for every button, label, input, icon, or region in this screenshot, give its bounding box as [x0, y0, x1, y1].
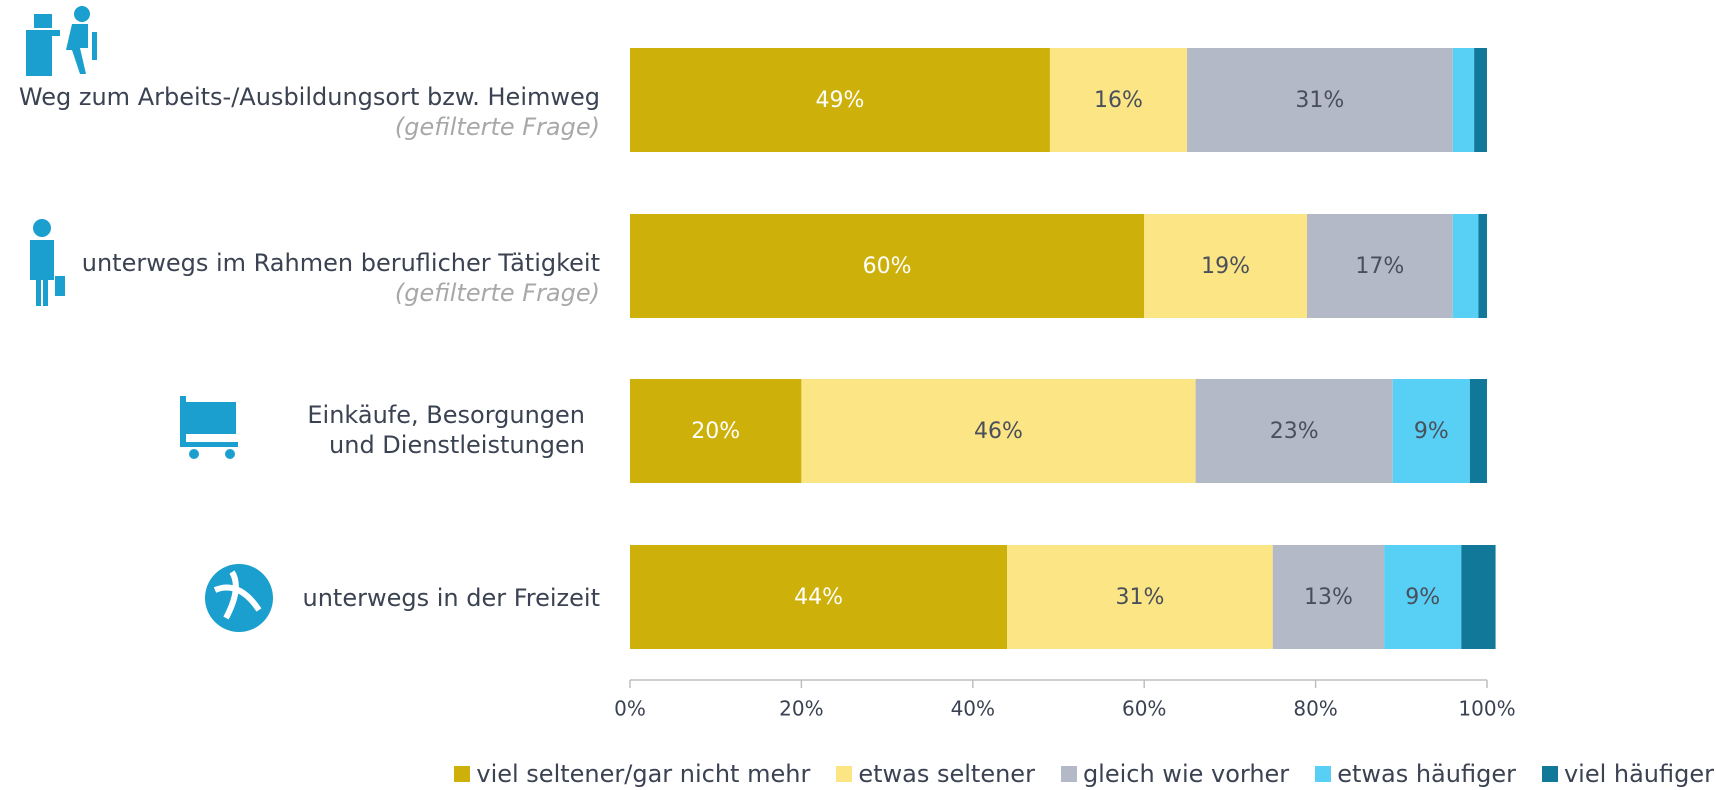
- category-label: Einkäufe, Besorgungen und Dienstleistung…: [255, 400, 585, 460]
- legend-swatch: [1541, 766, 1558, 782]
- bar-segment: [1384, 545, 1462, 649]
- icon-body: [66, 24, 88, 74]
- legend-swatch: [1315, 766, 1332, 782]
- x-tick-label: 80%: [1293, 697, 1337, 721]
- value-label: 17%: [1355, 254, 1404, 279]
- bar-segment: [630, 48, 1050, 152]
- bar-segment: [630, 214, 1145, 318]
- category-note: (gefilterte Frage): [394, 113, 600, 141]
- icon-ball: [205, 564, 273, 632]
- icon-chair: [92, 32, 97, 60]
- value-label: 13%: [1304, 585, 1353, 610]
- category-note: (gefilterte Frage): [394, 279, 600, 307]
- category-label: Weg zum Arbeits-/Ausbildungsort bzw. Hei…: [19, 82, 600, 142]
- value-label: 44%: [794, 585, 843, 610]
- bar-segment: [1392, 379, 1470, 483]
- bar-segment: [630, 545, 1008, 649]
- value-label: 9%: [1414, 419, 1449, 444]
- icon-desk: [26, 30, 60, 36]
- legend: viel seltener/gar nicht mehr etwas selten…: [454, 760, 1714, 788]
- x-tick-label: 100%: [1458, 697, 1515, 721]
- legend-item: gleich wie vorher: [1060, 760, 1290, 788]
- value-label: 9%: [1405, 585, 1440, 610]
- value-label: 19%: [1201, 254, 1250, 279]
- icon-head: [74, 6, 90, 22]
- value-label: 20%: [691, 419, 740, 444]
- legend-label: etwas seltener: [858, 760, 1035, 788]
- legend-label: viel seltener/gar nicht mehr: [476, 760, 811, 788]
- x-tick-label: 40%: [951, 697, 995, 721]
- category-text: unterwegs in der Freizeit: [302, 584, 600, 612]
- category-text: Weg zum Arbeits-/Ausbildungsort bzw. Hei…: [18, 83, 600, 111]
- bar-segment: [1144, 214, 1308, 318]
- icon-head: [33, 219, 51, 237]
- value-label: 31%: [1295, 88, 1344, 113]
- bar-segment: [1007, 545, 1273, 649]
- bar-segment: [801, 379, 1196, 483]
- legend-swatch: [454, 766, 471, 782]
- legend-label: gleich wie vorher: [1082, 760, 1290, 788]
- category-label: unterwegs im Rahmen beruflicher Tätigkei…: [82, 248, 600, 308]
- value-label: 46%: [974, 419, 1023, 444]
- bar-segment: [1272, 545, 1385, 649]
- bar-segment: [1187, 48, 1453, 152]
- bar-segment: [1452, 214, 1479, 318]
- icon-laptop: [34, 14, 52, 28]
- category-text: unterwegs im Rahmen beruflicher Tätigkei…: [81, 249, 600, 277]
- legend-item: viel seltener/gar nicht mehr: [454, 760, 810, 788]
- x-tick-label: 0%: [614, 697, 646, 721]
- bar-segment: [1461, 545, 1496, 649]
- icon-wheel: [225, 449, 235, 459]
- bar-segment: [1478, 214, 1487, 318]
- bar-segment: [1307, 214, 1453, 318]
- legend-label: viel häufiger: [1563, 760, 1714, 788]
- value-label: 31%: [1115, 585, 1164, 610]
- value-label: 23%: [1270, 419, 1319, 444]
- value-label: 49%: [816, 88, 865, 113]
- bar-segment: [1469, 379, 1487, 483]
- bar-segment: [1474, 48, 1487, 152]
- legend-item: etwas seltener: [836, 760, 1035, 788]
- legend-item: etwas häufiger: [1315, 760, 1516, 788]
- bar-segment: [1049, 48, 1188, 152]
- category-label: unterwegs in der Freizeit: [302, 583, 600, 613]
- icon-briefcase: [55, 276, 65, 296]
- bar-segment: [630, 379, 802, 483]
- bar-segment: [1452, 48, 1475, 152]
- legend-label: etwas häufiger: [1337, 760, 1516, 788]
- x-tick-label: 60%: [1122, 697, 1166, 721]
- legend-swatch: [836, 766, 853, 782]
- value-label: 16%: [1094, 88, 1143, 113]
- category-text: Einkäufe, Besorgungen und Dienstleistung…: [307, 401, 585, 459]
- icon-desk: [26, 36, 52, 76]
- legend-swatch: [1060, 766, 1077, 782]
- icon-cart: [180, 396, 238, 447]
- bar-segment: [1195, 379, 1393, 483]
- icons: [26, 6, 273, 632]
- value-label: 60%: [863, 254, 912, 279]
- legend-item: viel häufiger: [1541, 760, 1714, 788]
- icon-wheel: [189, 449, 199, 459]
- icon-body: [30, 240, 54, 306]
- x-tick-label: 20%: [779, 697, 823, 721]
- icon-ball-lines: [213, 570, 262, 620]
